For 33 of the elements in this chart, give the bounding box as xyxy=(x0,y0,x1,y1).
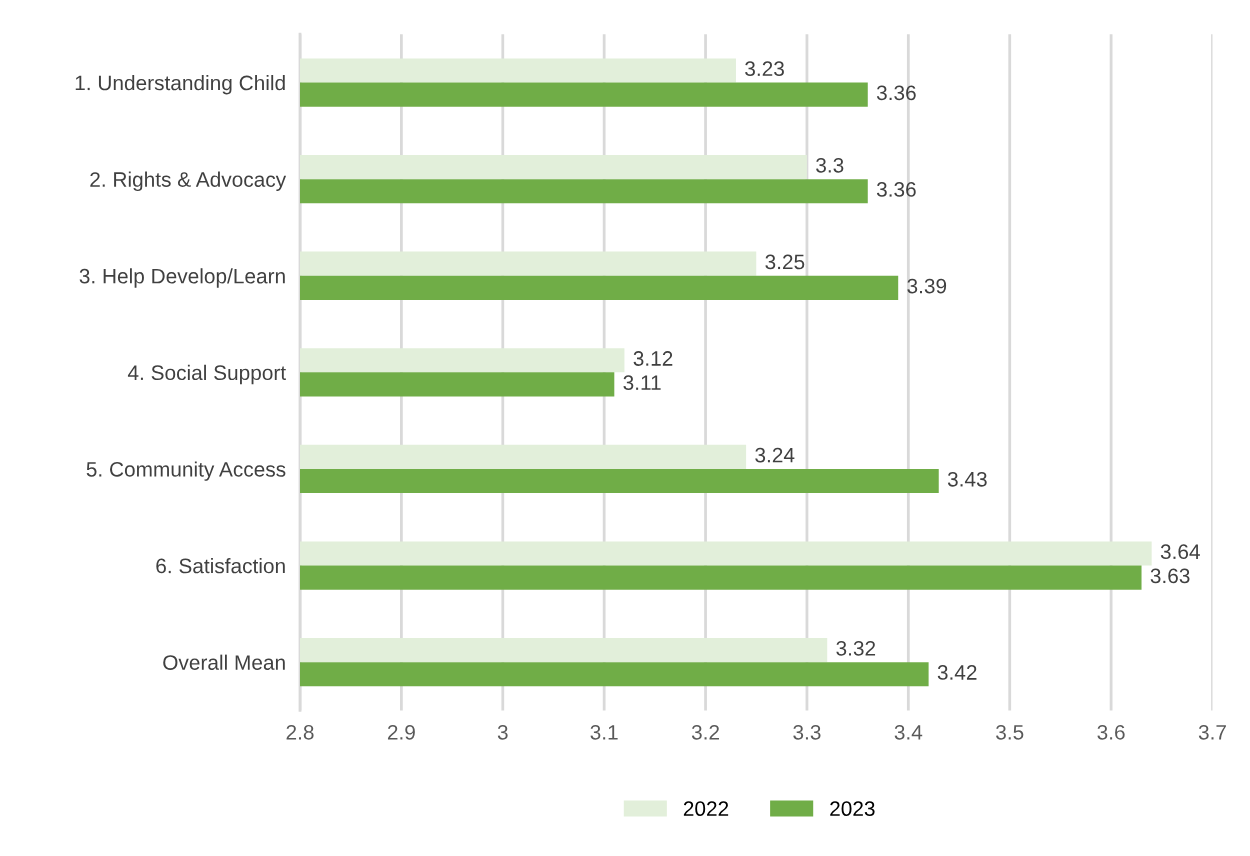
legend-label: 2022 xyxy=(683,801,729,817)
data-label: 3.11 xyxy=(623,375,661,391)
data-label: 3.23 xyxy=(745,61,784,77)
x-tick-label: 3.3 xyxy=(793,724,821,740)
data-label: 3.12 xyxy=(633,351,673,366)
x-tick-label: 3.5 xyxy=(996,724,1024,740)
x-tick-label: 3.2 xyxy=(691,724,719,740)
data-label: 3.3 xyxy=(816,157,844,173)
data-label: 3.64 xyxy=(1160,544,1200,560)
y-tick-label: 5. Community Access xyxy=(86,461,286,481)
data-label: 3.39 xyxy=(907,278,947,294)
data-label: 3.63 xyxy=(1150,568,1190,584)
x-tick-label: 3 xyxy=(497,724,508,740)
data-label: 3.24 xyxy=(755,447,795,463)
y-tick-label: 4. Social Support xyxy=(127,364,286,385)
y-tick-label: 6. Satisfaction xyxy=(156,558,285,574)
y-tick-label: 3. Help Develop/Learn xyxy=(79,268,285,288)
x-tick-label: 2.9 xyxy=(387,724,415,740)
y-tick-label: 1. Understanding Child xyxy=(75,74,285,95)
x-tick-label: 3.6 xyxy=(1097,724,1125,740)
x-tick-label: 3.1 xyxy=(590,724,618,740)
data-label: 3.25 xyxy=(765,254,805,270)
x-tick-label: 2.8 xyxy=(286,724,314,740)
y-tick-label: Overall Mean xyxy=(163,654,285,670)
y-tick-label: 2. Rights & Advocacy xyxy=(90,171,287,192)
data-label: 3.36 xyxy=(876,85,916,101)
data-label: 3.43 xyxy=(947,471,987,487)
legend-label: 2023 xyxy=(830,801,875,817)
data-label: 3.42 xyxy=(937,665,977,680)
x-tick-label: 3.7 xyxy=(1198,724,1226,740)
data-label: 3.36 xyxy=(876,182,916,197)
x-tick-label: 3.4 xyxy=(894,724,923,740)
data-label: 3.32 xyxy=(836,640,876,656)
